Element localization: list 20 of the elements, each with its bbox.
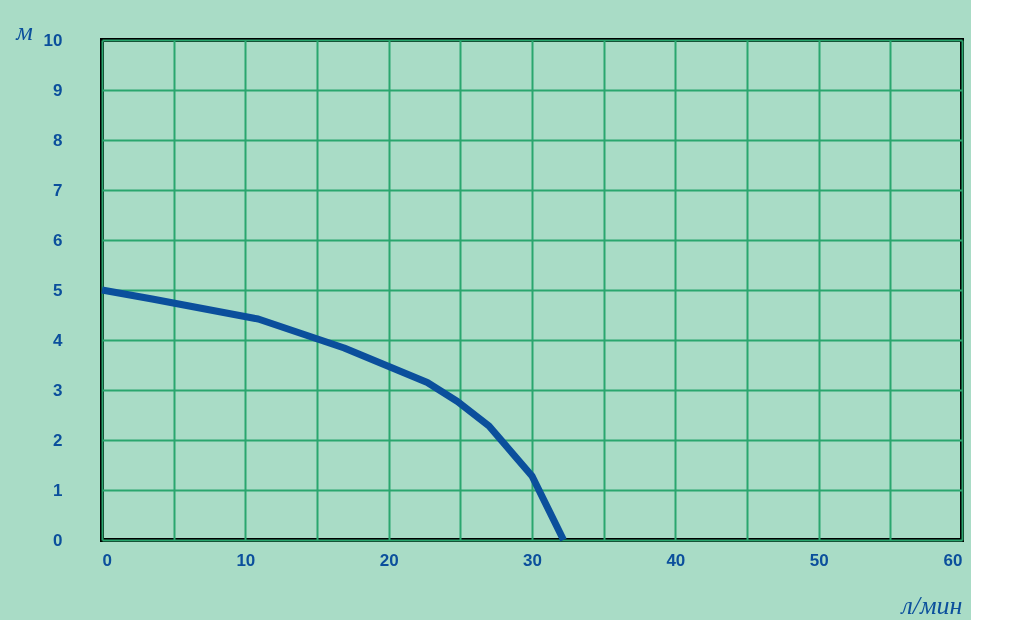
x-tick-label: 10 [236,550,256,570]
y-tick-label: 2 [53,430,63,450]
y-tick-label: 6 [53,230,63,250]
x-tick-label: 60 [943,550,963,570]
y-tick-label: 4 [53,330,64,350]
y-axis-title: м [15,16,33,46]
x-tick-label: 0 [102,550,112,570]
y-tick-label: 1 [53,480,63,500]
y-tick-label: 3 [53,380,63,400]
x-axis-title: л/мин [899,590,963,620]
x-tick-label: 20 [379,550,399,570]
x-tick-label: 40 [666,550,686,570]
y-tick-label: 9 [53,80,63,100]
y-tick-label: 8 [53,130,63,150]
y-tick-label: 7 [53,180,63,200]
y-tick-label: 0 [53,530,63,550]
y-tick-label: 10 [43,30,63,50]
y-tick-label: 5 [53,280,63,300]
x-tick-label: 30 [523,550,542,570]
x-tick-label: 50 [809,550,829,570]
